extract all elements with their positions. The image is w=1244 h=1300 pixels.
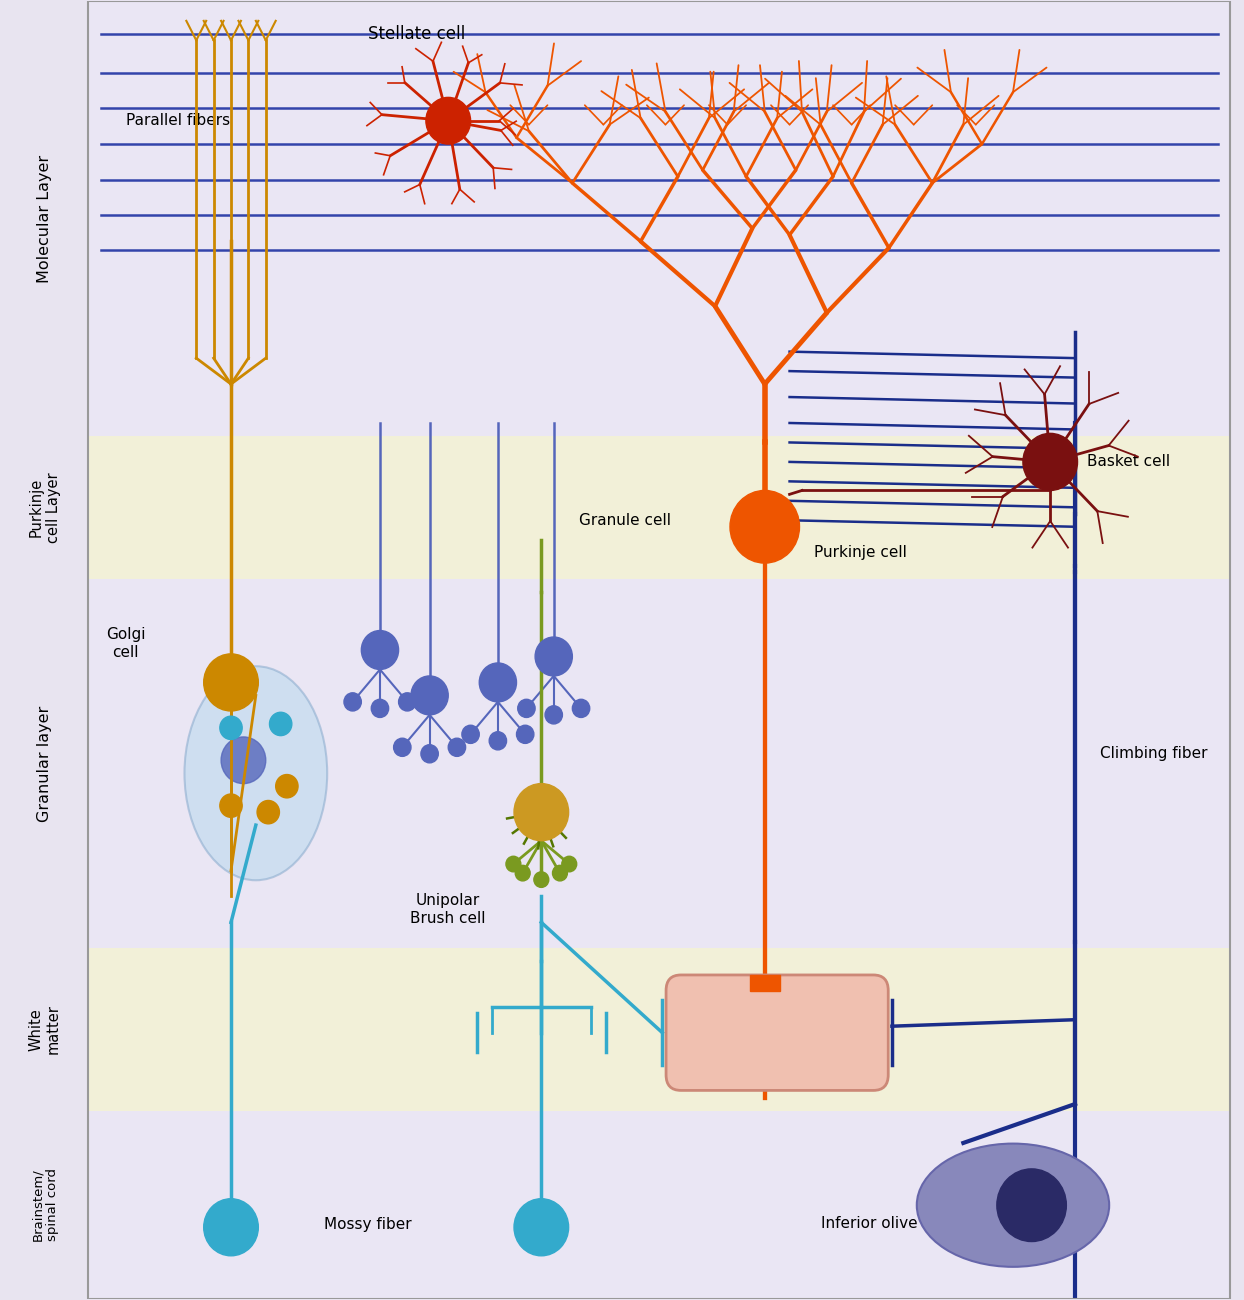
Circle shape: [371, 699, 388, 718]
Ellipse shape: [917, 1144, 1110, 1266]
Text: Golgi
cell: Golgi cell: [106, 628, 146, 659]
Bar: [88, 1, 1230, 436]
Circle shape: [552, 866, 567, 881]
Circle shape: [393, 738, 411, 757]
Circle shape: [420, 745, 438, 763]
Bar: [88, 949, 1230, 1110]
Circle shape: [514, 784, 569, 841]
Circle shape: [398, 693, 415, 711]
Circle shape: [518, 699, 535, 718]
Text: Mossy fiber: Mossy fiber: [325, 1217, 412, 1232]
Ellipse shape: [184, 666, 327, 880]
Circle shape: [220, 794, 243, 818]
Text: Molecular Layer: Molecular Layer: [37, 155, 52, 282]
Circle shape: [996, 1169, 1066, 1242]
Circle shape: [489, 732, 506, 750]
Text: Brainstem/
spinal cord: Brainstem/ spinal cord: [31, 1169, 58, 1242]
Text: Inferior olive: Inferior olive: [821, 1216, 917, 1231]
Circle shape: [258, 801, 280, 824]
Circle shape: [535, 637, 572, 676]
Circle shape: [345, 693, 361, 711]
Text: White
matter: White matter: [29, 1005, 61, 1054]
Text: Granular layer: Granular layer: [37, 706, 52, 822]
Text: Parallel fibers: Parallel fibers: [126, 113, 230, 129]
Text: Stellate cell: Stellate cell: [367, 25, 465, 43]
Bar: [88, 1110, 1230, 1299]
Circle shape: [361, 630, 398, 670]
Circle shape: [448, 738, 465, 757]
Circle shape: [1023, 433, 1077, 490]
Text: Purkinje
cell Layer: Purkinje cell Layer: [29, 472, 61, 542]
Circle shape: [534, 872, 549, 888]
FancyBboxPatch shape: [666, 975, 888, 1091]
Circle shape: [572, 699, 590, 718]
Circle shape: [276, 775, 299, 798]
Text: Climbing fiber: Climbing fiber: [1100, 746, 1208, 762]
Circle shape: [730, 490, 800, 563]
Circle shape: [270, 712, 292, 736]
Circle shape: [514, 1199, 569, 1256]
Circle shape: [462, 725, 479, 744]
Circle shape: [221, 737, 266, 784]
Circle shape: [506, 857, 521, 872]
Circle shape: [545, 706, 562, 724]
Bar: [88, 436, 1230, 578]
Circle shape: [220, 716, 243, 740]
Bar: [750, 975, 780, 991]
Text: Cerebellar
nuclei: Cerebellar nuclei: [739, 1017, 815, 1049]
Text: Unipolar
Brush cell: Unipolar Brush cell: [411, 893, 486, 926]
Circle shape: [411, 676, 448, 715]
Text: Granule cell: Granule cell: [578, 512, 671, 528]
Circle shape: [425, 98, 470, 144]
Circle shape: [516, 725, 534, 744]
Circle shape: [515, 866, 530, 881]
Text: Basket cell: Basket cell: [1087, 455, 1171, 469]
Text: Purkinje cell: Purkinje cell: [815, 545, 907, 560]
Circle shape: [562, 857, 577, 872]
Circle shape: [479, 663, 516, 702]
Bar: [88, 578, 1230, 949]
Circle shape: [204, 654, 259, 711]
Circle shape: [204, 1199, 259, 1256]
